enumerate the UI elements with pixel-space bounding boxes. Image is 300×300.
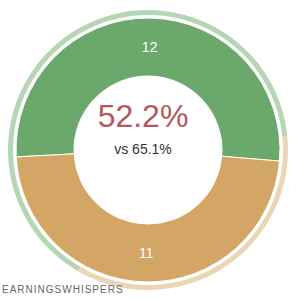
- html-text:vs 65.1%: vs 65.1%: [114, 141, 172, 157]
- html-text:52.2%: 52.2%: [97, 98, 189, 134]
- svg-text:12: 12: [142, 39, 158, 55]
- svg-text:11: 11: [139, 245, 154, 261]
- html-text:EARNINGSWHISPERS: EARNINGSWHISPERS: [2, 284, 124, 295]
